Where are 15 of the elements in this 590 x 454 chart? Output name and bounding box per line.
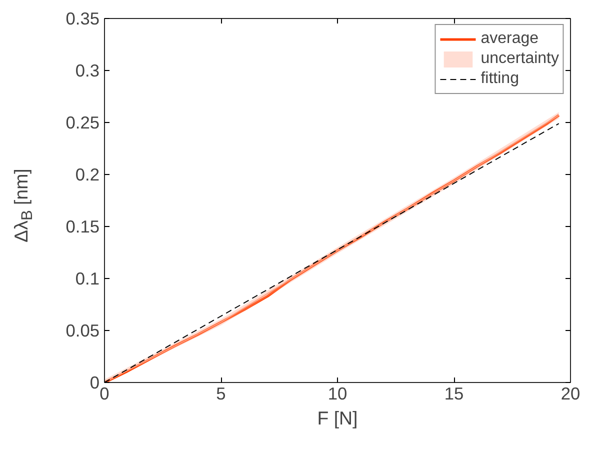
y-tick-label: 0.25 (66, 112, 100, 132)
y-tick-label: 0.35 (66, 8, 100, 28)
y-tick-label: 0.2 (75, 164, 100, 184)
y-tick-label: 0.3 (75, 60, 100, 80)
y-tick-label: 0.05 (66, 320, 100, 340)
x-axis-title: F [N] (317, 408, 358, 428)
x-tick-label: 10 (328, 384, 348, 404)
x-tick-label: 15 (444, 384, 464, 404)
x-tick-label: 20 (560, 384, 580, 404)
legend-label: uncertainty (480, 50, 559, 68)
y-tick-label: 0.1 (75, 268, 100, 288)
y-tick-label: 0.15 (66, 216, 100, 236)
legend-label: fitting (480, 70, 519, 88)
legend-label: average (480, 30, 539, 48)
x-tick-label: 5 (216, 384, 226, 404)
